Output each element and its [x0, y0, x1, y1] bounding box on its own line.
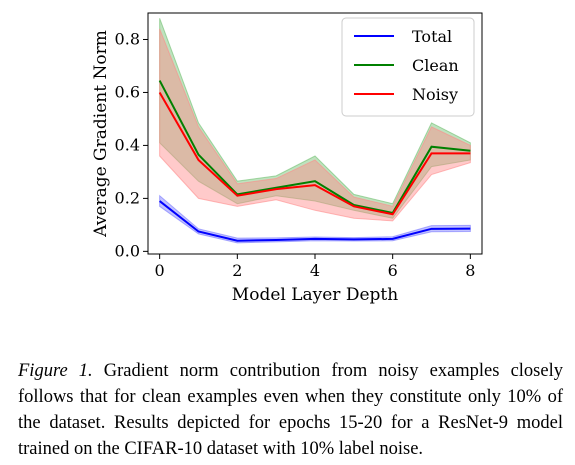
- y-tick-label: 0.4: [115, 135, 140, 154]
- axis-ticks: 0 2 4 6 8 0.0 0.2 0.4 0.6 0.8: [115, 29, 476, 280]
- y-tick-label: 0.2: [115, 188, 140, 207]
- x-tick-label: 0: [155, 261, 165, 280]
- legend-label-clean: Clean: [412, 56, 459, 75]
- confidence-bands: [159, 18, 471, 244]
- series-lines: [158, 80, 471, 242]
- line-total: [159, 200, 471, 242]
- band-noisy: [159, 28, 471, 222]
- figure-caption: Figure 1. Gradient norm contribution fro…: [18, 358, 563, 462]
- figure-label: Figure 1.: [18, 361, 93, 381]
- x-axis-label: Model Layer Depth: [232, 285, 398, 305]
- legend-label-total: Total: [412, 27, 452, 46]
- legend-label-noisy: Noisy: [412, 85, 458, 104]
- y-tick-label: 0.8: [115, 29, 140, 48]
- x-tick-label: 8: [465, 261, 475, 280]
- line-noisy: [158, 91, 471, 216]
- legend: Total Clean Noisy: [341, 17, 475, 117]
- gradient-norm-chart: 0 2 4 6 8 0.0 0.2 0.4 0.6 0.8 Model Layer Depth A…: [91, 12, 483, 305]
- line-clean: [158, 80, 471, 215]
- band-total: [159, 194, 471, 244]
- x-tick-label: 6: [388, 261, 398, 280]
- y-axis-label: Average Gradient Norm: [91, 30, 111, 238]
- x-tick-label: 4: [310, 261, 320, 280]
- caption-text: Gradient norm contribution from noisy ex…: [18, 361, 563, 459]
- y-tick-label: 0.0: [115, 241, 140, 260]
- legend-box: [341, 17, 475, 117]
- y-tick-label: 0.6: [115, 82, 140, 101]
- x-tick-label: 2: [232, 261, 242, 280]
